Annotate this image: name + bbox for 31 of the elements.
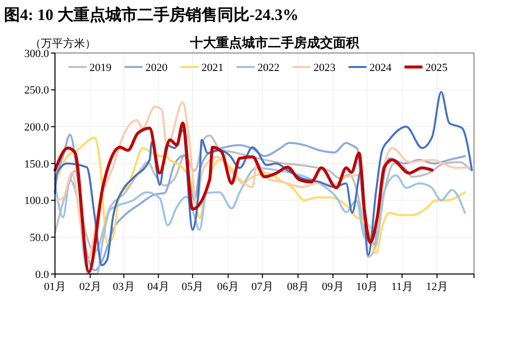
x-tick-label: 09月 (322, 281, 344, 293)
chart-subtitle: 十大重点城市二手房成交面积 (189, 35, 360, 50)
x-tick-label: 08月 (287, 281, 310, 293)
legend-label: 2020 (146, 62, 168, 74)
legend-label: 2024 (370, 62, 392, 74)
x-tick-label: 01月 (44, 281, 66, 293)
legend-label: 2023 (314, 62, 336, 74)
x-tick-label: 03月 (112, 281, 135, 293)
y-tick-label: 0.0 (35, 268, 50, 281)
x-tick-label: 06月 (217, 281, 240, 293)
y-tick-label: 300.0 (24, 48, 50, 60)
x-tick-label: 11月 (391, 281, 413, 293)
x-tick-label: 05月 (182, 281, 204, 293)
x-tick-label: 07月 (251, 281, 274, 293)
legend-label: 2025 (426, 62, 448, 74)
y-tick-label: 250.0 (24, 84, 50, 97)
x-tick-label: 02月 (79, 281, 102, 293)
line-series (54, 166, 466, 275)
line-series (54, 121, 434, 274)
x-tick-label: 12月 (426, 281, 448, 293)
x-tick-label: 04月 (147, 281, 170, 293)
y-axis-title: （万平方米） (30, 37, 96, 50)
y-tick-label: 100.0 (24, 195, 50, 208)
legend-label: 2022 (258, 62, 280, 74)
y-tick-label: 200.0 (24, 122, 50, 134)
y-tick-label: 50.0 (30, 232, 50, 244)
legend-label: 2021 (202, 62, 224, 74)
legend-label: 2019 (90, 62, 112, 74)
y-tick-label: 150.0 (24, 158, 50, 170)
chart-title: 图4: 10 大重点城市二手房销售同比-24.3% (4, 5, 299, 24)
x-tick-label: 10月 (356, 281, 378, 293)
